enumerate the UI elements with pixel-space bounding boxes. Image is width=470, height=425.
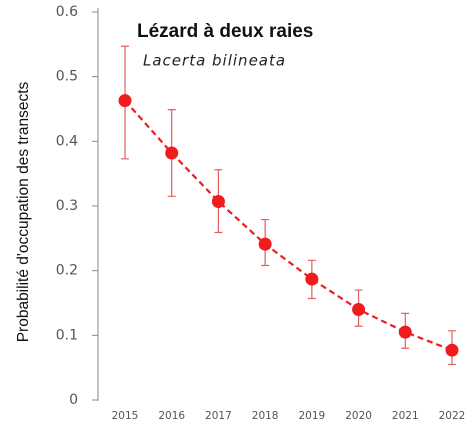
point	[118, 94, 132, 108]
y-tick-label: 0.2	[56, 263, 78, 279]
y-axis-label: Probabilité d'occupation des transects	[15, 81, 32, 342]
x-tick-label: 2019	[298, 410, 325, 422]
y-tick-label: 0.5	[56, 69, 78, 85]
y-tick-label: 0.4	[56, 133, 78, 149]
point	[258, 237, 272, 251]
point	[445, 343, 459, 357]
x-tick-label: 2022	[439, 410, 466, 422]
y-tick-label: 0.6	[56, 4, 78, 20]
point	[398, 325, 412, 339]
point	[352, 302, 366, 316]
chart-title: Lézard à deux raies	[137, 21, 313, 42]
x-tick-label: 2020	[345, 410, 372, 422]
x-tick-label: 2018	[252, 410, 279, 422]
chart-subtitle: Lacerta bilineata	[143, 52, 286, 70]
x-tick-label: 2017	[205, 410, 232, 422]
x-tick-label: 2021	[392, 410, 419, 422]
point	[211, 194, 225, 208]
y-tick-label: 0	[69, 392, 78, 408]
point	[165, 146, 179, 160]
point	[305, 272, 319, 286]
x-tick-label: 2016	[158, 410, 185, 422]
line	[124, 99, 453, 352]
y-tick-label: 0.1	[56, 327, 78, 343]
x-tick-label: 2015	[112, 410, 139, 422]
y-tick-label: 0.3	[56, 198, 78, 214]
